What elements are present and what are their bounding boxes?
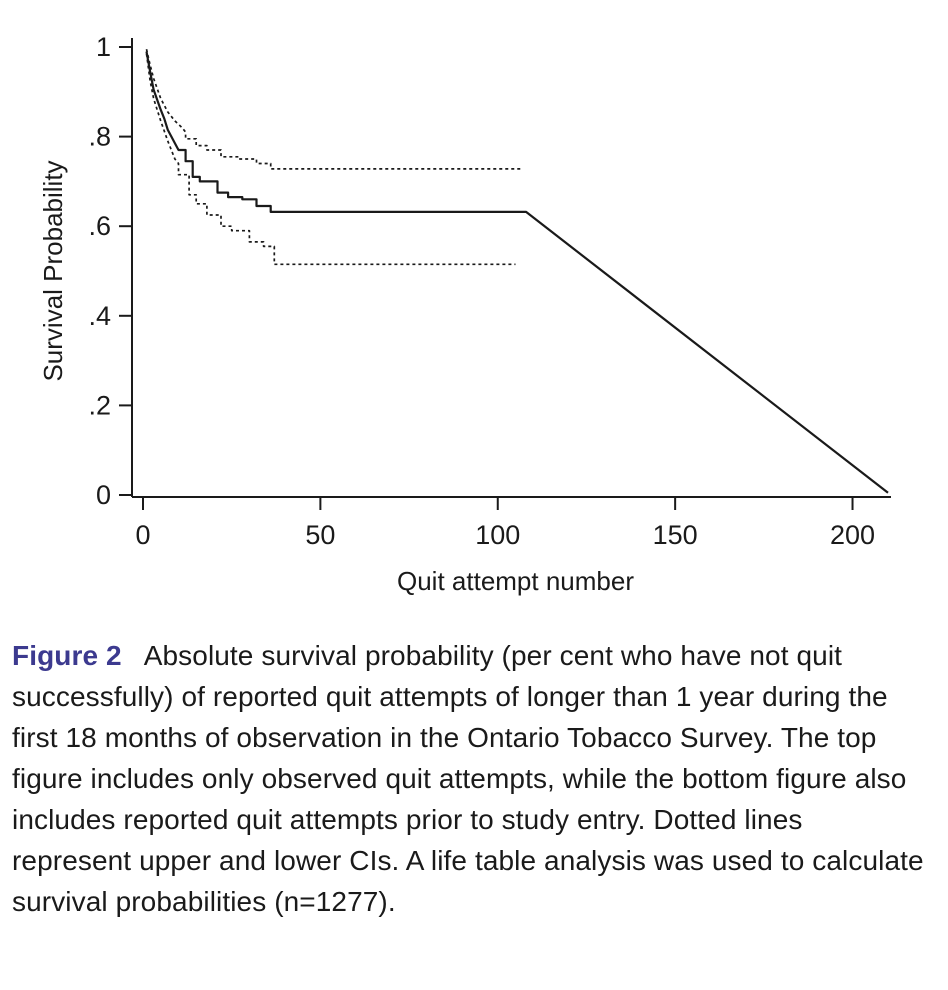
y-axis-title: Survival Probability — [38, 160, 68, 381]
y-tick-label: .8 — [88, 122, 111, 152]
figure-caption-text: Absolute survival probability (per cent … — [12, 640, 924, 917]
survival-estimate-line — [145, 51, 889, 494]
x-tick-label: 50 — [305, 520, 335, 550]
lower-ci-line — [145, 53, 516, 266]
y-tick-label: 0 — [96, 480, 111, 510]
upper-ci-line — [145, 49, 523, 170]
y-tick-label: .2 — [88, 390, 111, 420]
y-tick-label: 1 — [96, 32, 111, 62]
x-tick-label: 100 — [475, 520, 520, 550]
figure-2-panel: 0 .2 .4 .6 .8 1 0 50 100 150 200 Quit attempt numbe… — [12, 32, 928, 922]
survival-probability-chart: 0 .2 .4 .6 .8 1 0 50 100 150 200 Quit attempt numbe… — [38, 32, 891, 596]
figure-caption: Figure 2 Absolute survival probability (p… — [12, 635, 928, 922]
x-tick-label: 0 — [135, 520, 150, 550]
y-tick-label: .6 — [88, 211, 111, 241]
y-tick-label: .4 — [88, 301, 111, 331]
x-tick-label: 200 — [830, 520, 875, 550]
figure-caption-label: Figure 2 — [12, 640, 122, 671]
x-axis-title: Quit attempt number — [397, 566, 634, 596]
x-tick-label: 150 — [653, 520, 698, 550]
